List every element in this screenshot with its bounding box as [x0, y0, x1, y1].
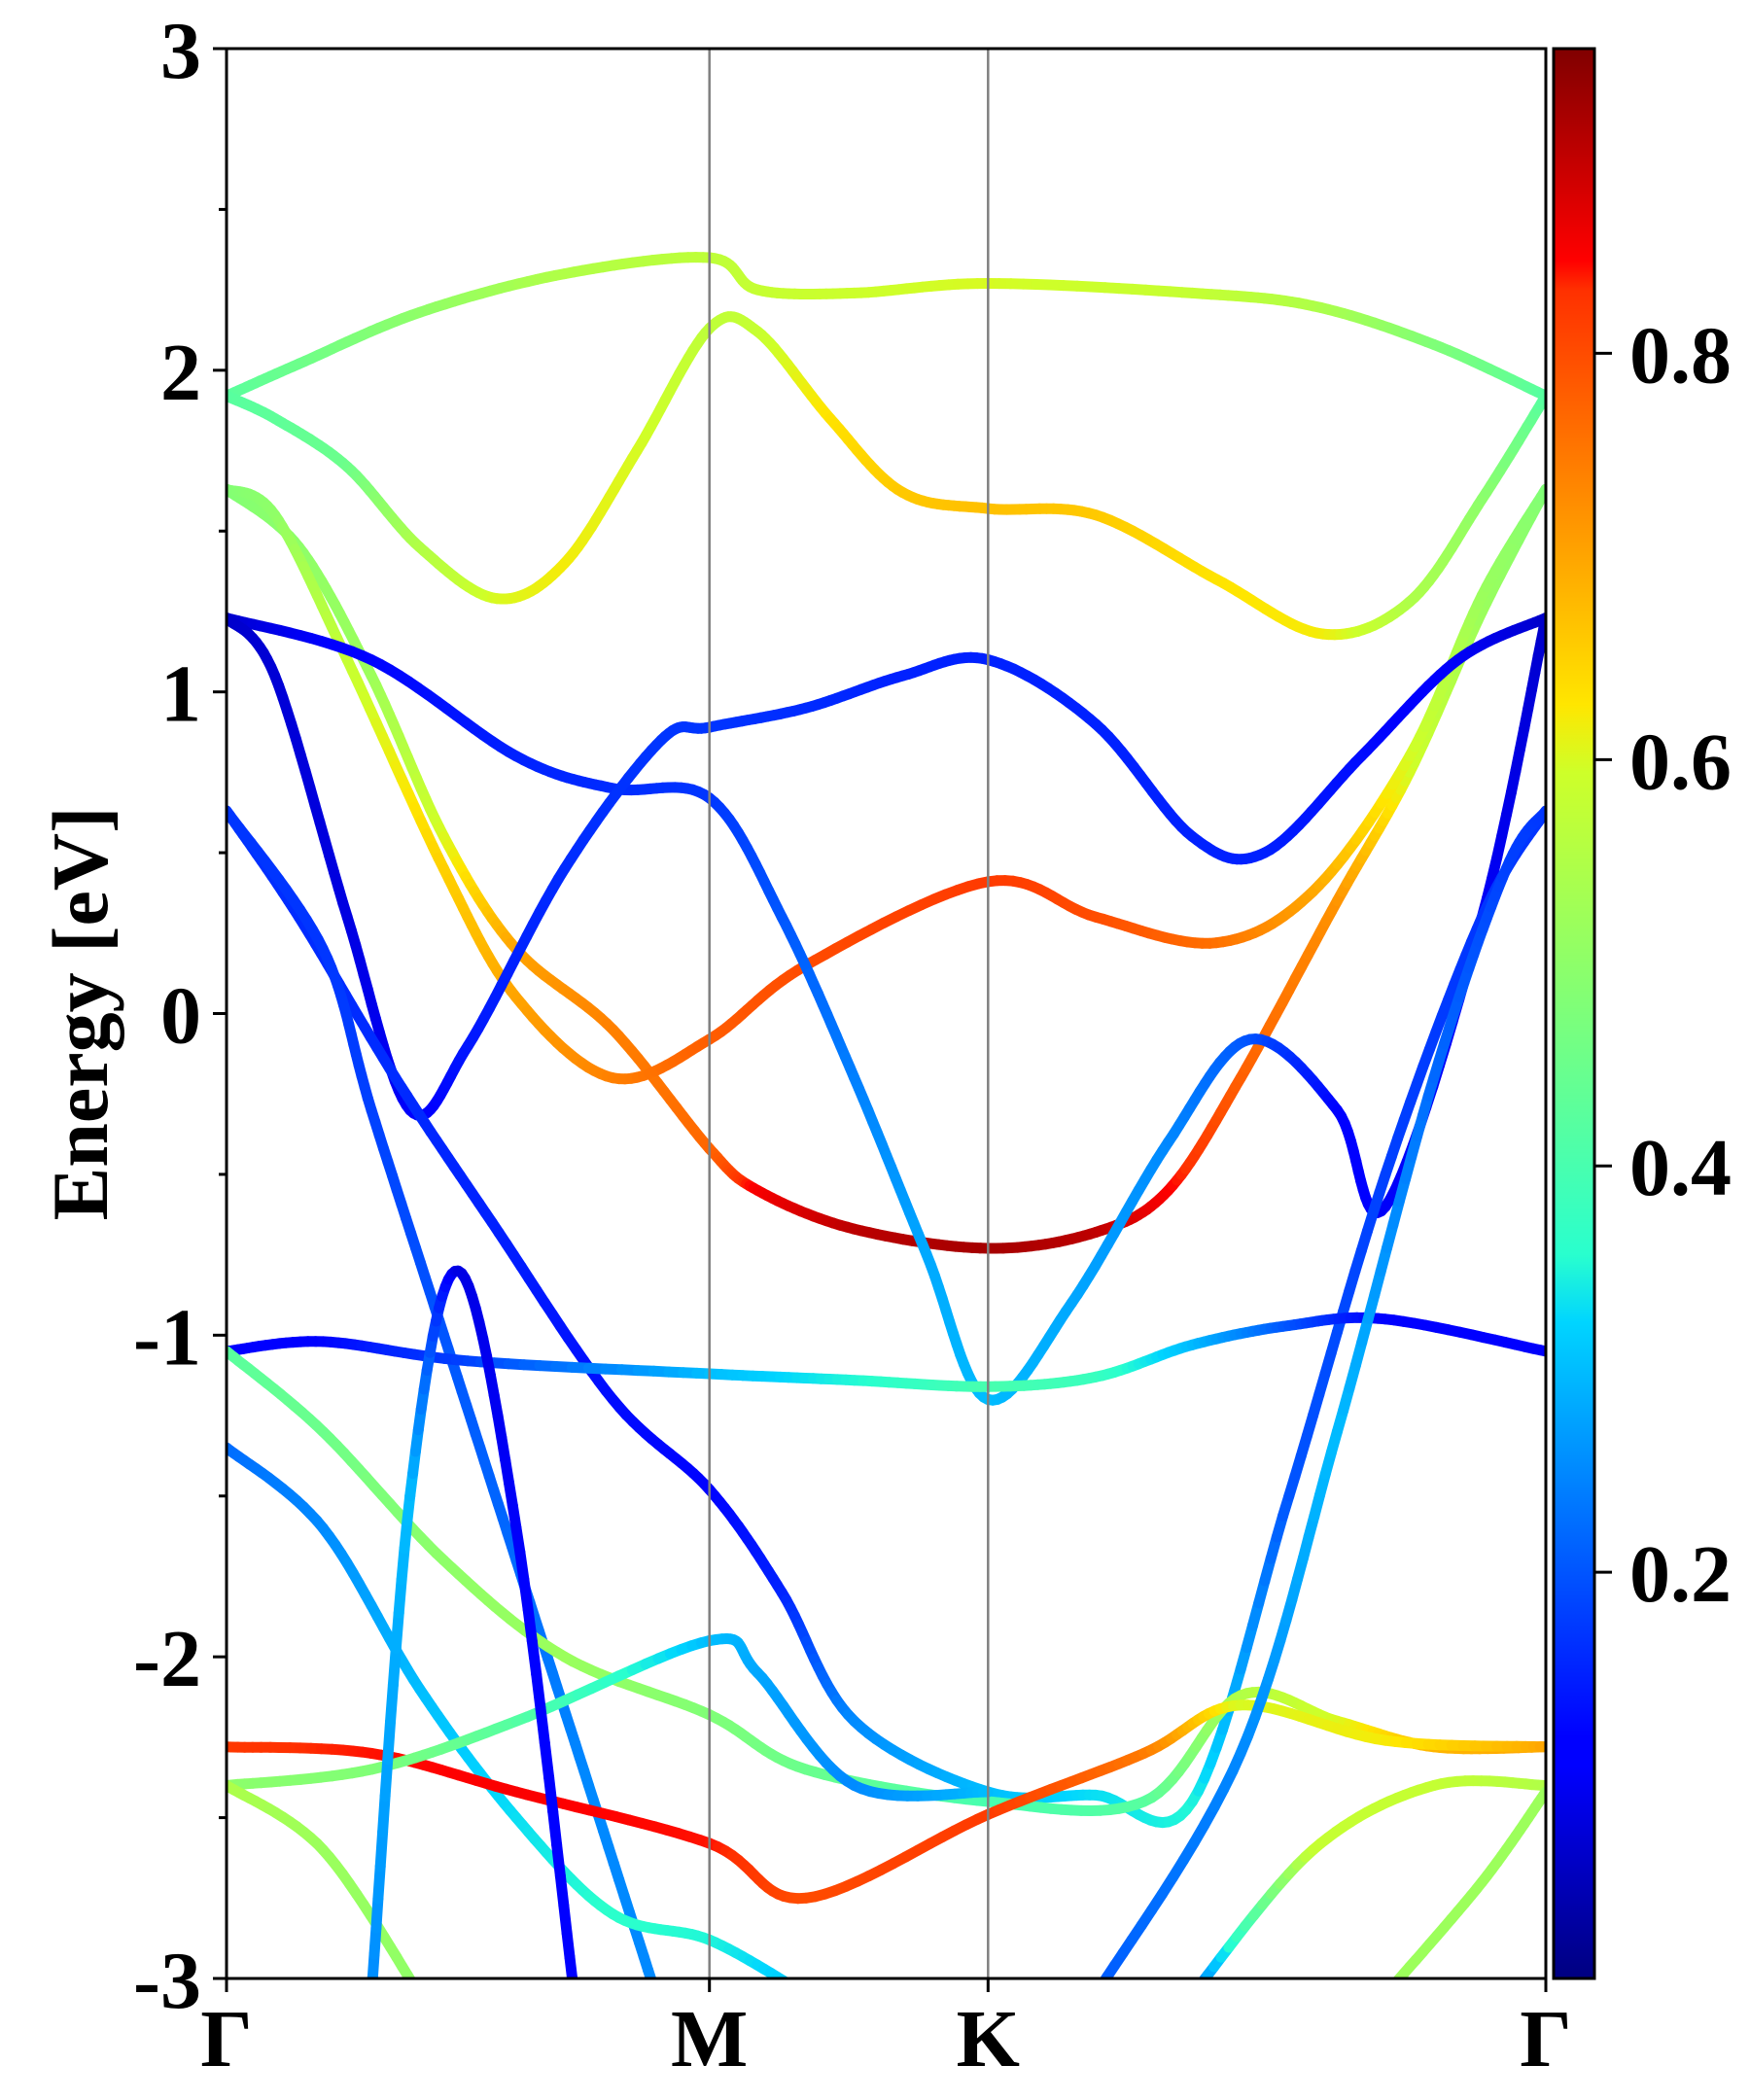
y-tick-label: -1 — [133, 1292, 201, 1382]
colorbar — [1552, 47, 1596, 1980]
band-segment — [798, 1990, 802, 1993]
band-segment — [377, 1791, 391, 1838]
y-tick-label: 1 — [160, 649, 201, 740]
band-18 — [367, 1265, 578, 1978]
y-tick-label: 3 — [160, 6, 201, 96]
band-segment — [794, 1987, 799, 1990]
colorbar-tick-label: 0.4 — [1629, 1123, 1732, 1213]
x-tick-label: M — [671, 1994, 748, 2084]
band-11 — [227, 1442, 806, 1995]
x-tick-label: Γ — [1520, 1994, 1571, 2084]
band-12 — [227, 1699, 1546, 1905]
high-symmetry-lines — [708, 49, 990, 1978]
band-segment — [543, 1771, 559, 1817]
y-axis-ticks: 3 2 1 0 -1 -2 -3 — [133, 6, 227, 2026]
band-segment — [393, 1574, 407, 1619]
band-segment — [387, 1642, 402, 1691]
band-lines — [227, 252, 1546, 2011]
x-tick-label: Γ — [200, 1994, 252, 2084]
band-segment — [1197, 1983, 1202, 1990]
band-8 — [227, 805, 661, 2011]
band-segment — [526, 1635, 542, 1680]
band-segment — [778, 1975, 790, 1978]
band-segment — [648, 1977, 656, 1978]
y-tick-label: -2 — [133, 1614, 201, 1704]
y-tick-label: 2 — [160, 328, 201, 418]
band-segment — [416, 1989, 420, 1994]
band-segment — [385, 1679, 399, 1728]
band-segment — [379, 1754, 394, 1802]
band-segment — [374, 1826, 389, 1872]
band-16 — [1385, 1786, 1546, 1994]
band-segment — [390, 1607, 404, 1654]
colorbar-ticks: 0.8 0.6 0.4 0.2 — [1594, 310, 1732, 1620]
band-1 — [227, 252, 1546, 402]
band-segment — [1392, 1975, 1404, 1978]
y-tick-label: 0 — [160, 971, 201, 1062]
band-segment — [382, 1716, 396, 1766]
band-segment — [539, 1737, 555, 1783]
y-tick-label: -3 — [133, 1936, 201, 2026]
band-segment — [535, 1702, 550, 1749]
band-segment — [803, 1993, 806, 1995]
band-segment — [643, 1965, 657, 1978]
colorbar-tick-label: 0.6 — [1629, 717, 1732, 807]
band-15 — [1192, 1775, 1546, 1994]
band-segment — [788, 1984, 793, 1987]
band-2 — [227, 311, 1546, 641]
band-segment — [1192, 1989, 1196, 1994]
band-segment — [658, 2003, 661, 2011]
band-segment — [372, 1861, 386, 1905]
band-segment — [547, 1805, 563, 1850]
band-segment — [1096, 1986, 1101, 1995]
band-segment — [1385, 1990, 1389, 1994]
band-segment — [412, 1983, 416, 1990]
band-segment — [655, 1993, 658, 2003]
band-13 — [227, 1633, 994, 1802]
band-segment — [1389, 1986, 1393, 1991]
band-segment — [567, 1972, 578, 1978]
band-17 — [1096, 805, 1546, 1995]
band-14 — [227, 1780, 420, 1994]
y-axis-label: Energy [eV] — [36, 807, 124, 1221]
band-4 — [227, 483, 1546, 1085]
band-segment — [531, 1668, 546, 1714]
colorbar-tick-label: 0.8 — [1629, 310, 1732, 401]
colorbar-tick-label: 0.2 — [1629, 1529, 1732, 1620]
band-segment — [402, 1970, 416, 1978]
x-tick-label: K — [957, 1994, 1020, 2084]
